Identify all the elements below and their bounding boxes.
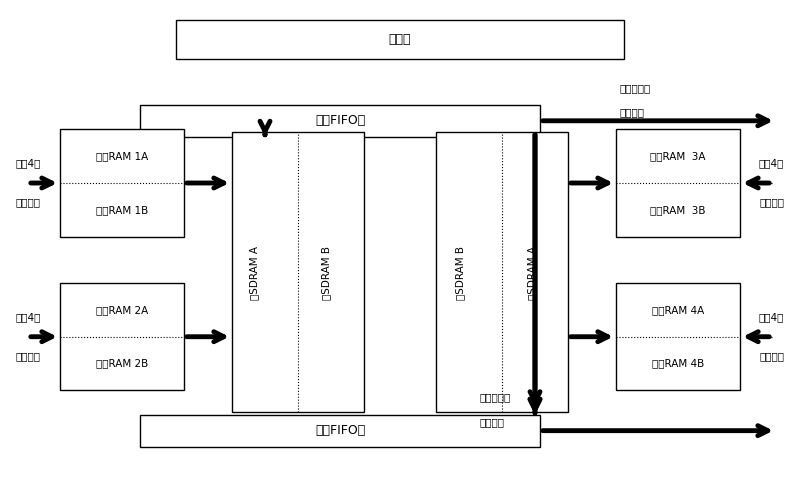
Text: 双口RAM 1B: 双口RAM 1B (96, 205, 148, 215)
Text: 双口RAM 4A: 双口RAM 4A (652, 305, 704, 315)
Text: 左下4路: 左下4路 (16, 312, 42, 322)
Text: 双口RAM  3B: 双口RAM 3B (650, 205, 706, 215)
Text: 异步FIFO右: 异步FIFO右 (315, 424, 365, 437)
Bar (60, 129, 184, 237)
Text: 控制器: 控制器 (389, 33, 411, 45)
Text: 右部分图像: 右部分图像 (480, 393, 511, 403)
Text: 数据输入: 数据输入 (759, 198, 784, 207)
Text: 数据输出: 数据输出 (480, 417, 505, 427)
Text: 左SDRAM A: 左SDRAM A (250, 246, 259, 300)
Text: 双口RAM  3A: 双口RAM 3A (650, 151, 706, 161)
Text: 数据输入: 数据输入 (759, 351, 784, 361)
Text: 左上4路: 左上4路 (16, 159, 42, 168)
Text: 双口RAM 4B: 双口RAM 4B (652, 359, 704, 368)
Text: 左部分图像: 左部分图像 (620, 83, 651, 93)
Bar (436, 132, 568, 412)
Text: 双口RAM 2A: 双口RAM 2A (96, 305, 148, 315)
Text: 双口RAM 2B: 双口RAM 2B (96, 359, 148, 368)
Text: 数据输入: 数据输入 (16, 351, 41, 361)
Bar (140, 105, 540, 137)
Text: 数据输出: 数据输出 (620, 107, 645, 117)
Text: 双口RAM 1A: 双口RAM 1A (96, 151, 148, 161)
Text: 右上4路: 右上4路 (758, 159, 784, 168)
Bar (176, 20, 624, 59)
Bar (140, 415, 540, 447)
Text: 异步FIFO左: 异步FIFO左 (315, 114, 365, 127)
Text: 右SDRAM A: 右SDRAM A (527, 246, 537, 300)
Text: 右下4路: 右下4路 (758, 312, 784, 322)
Text: 数据输入: 数据输入 (16, 198, 41, 207)
Text: 左SDRAM B: 左SDRAM B (322, 246, 331, 300)
Text: 右SDRAM B: 右SDRAM B (455, 246, 465, 300)
Bar (232, 132, 364, 412)
Bar (616, 283, 740, 390)
Bar (60, 283, 184, 390)
Bar (616, 129, 740, 237)
